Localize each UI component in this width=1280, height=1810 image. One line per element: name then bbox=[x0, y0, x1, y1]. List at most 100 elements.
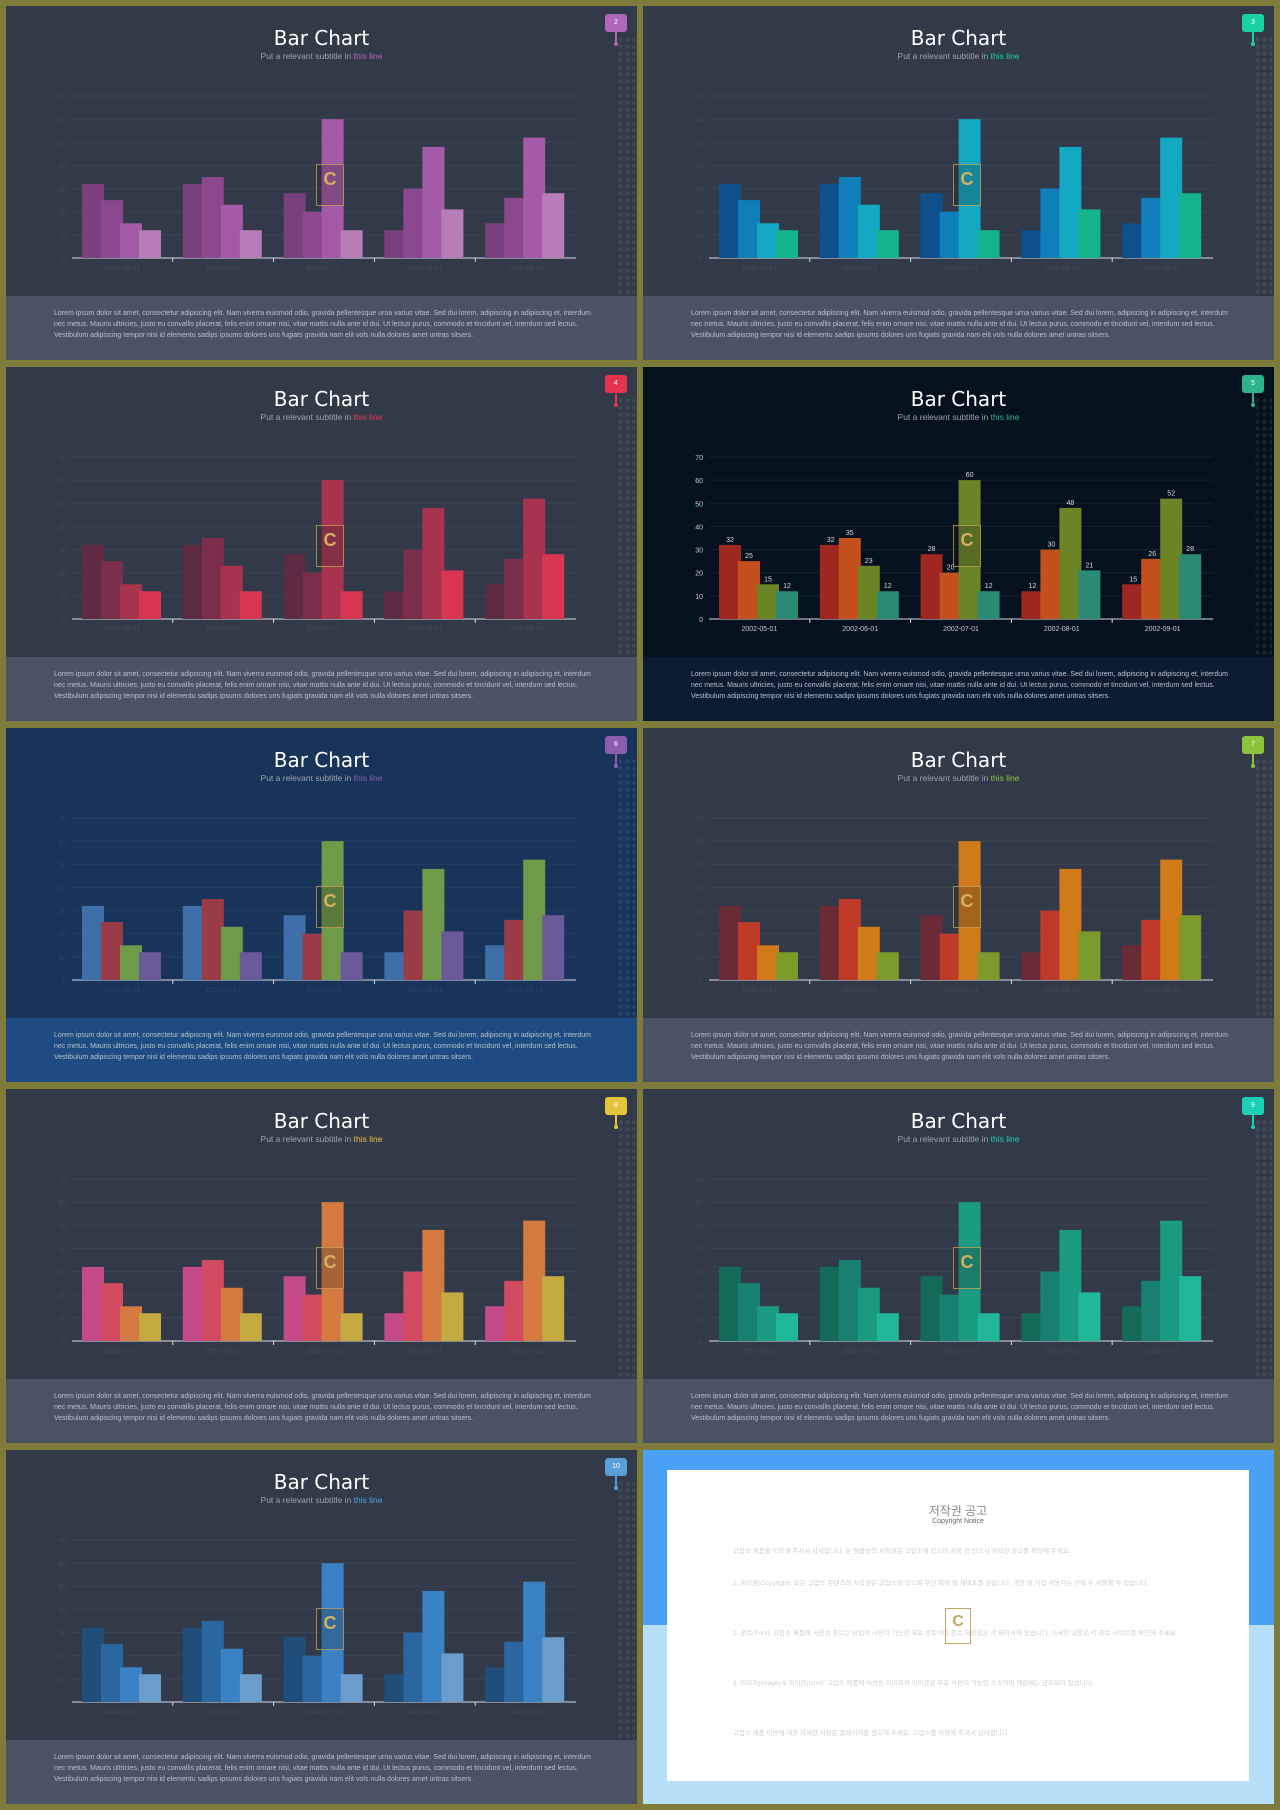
bar bbox=[504, 1641, 527, 1702]
bar bbox=[283, 554, 306, 619]
x-tick-label: 2002-07-01 bbox=[943, 1348, 979, 1355]
y-tick-label: 40 bbox=[58, 1246, 66, 1253]
badge-dot bbox=[1251, 1125, 1255, 1129]
bar bbox=[182, 544, 205, 619]
y-tick-label: 20 bbox=[695, 210, 703, 217]
subtitle-highlight: this line bbox=[353, 412, 383, 422]
x-tick-label: 2002-07-01 bbox=[306, 1348, 342, 1355]
bar bbox=[101, 1644, 123, 1702]
bar bbox=[139, 1313, 161, 1341]
y-tick-label: 40 bbox=[58, 885, 66, 892]
bar bbox=[1078, 1292, 1101, 1341]
bar bbox=[523, 1220, 546, 1341]
bar bbox=[1040, 1271, 1063, 1341]
bar bbox=[1179, 915, 1202, 980]
data-label: 15 bbox=[1129, 576, 1137, 583]
subtitle-highlight: this line bbox=[990, 773, 1020, 783]
copyright-card: 저작권 공고 Copyright Notice 고맙소 제품을 이용해 주셔서 감사… bbox=[667, 1470, 1249, 1781]
bar bbox=[321, 119, 344, 259]
y-tick-label: 30 bbox=[695, 1270, 703, 1277]
badge-stem bbox=[615, 393, 617, 403]
badge-stem bbox=[1252, 1115, 1254, 1125]
y-tick-label: 0 bbox=[699, 256, 703, 263]
page-number-badge: 5 bbox=[1242, 375, 1264, 393]
bar bbox=[403, 188, 426, 258]
bar bbox=[239, 952, 262, 980]
bar bbox=[422, 1229, 445, 1341]
y-tick-label: 30 bbox=[58, 548, 66, 555]
x-tick-label: 2002-08-01 bbox=[1044, 265, 1080, 272]
y-tick-label: 10 bbox=[58, 955, 66, 962]
page-number-badge: 10 bbox=[605, 1458, 627, 1476]
x-tick-label: 2002-07-01 bbox=[306, 265, 342, 272]
subtitle-highlight: this line bbox=[353, 1495, 383, 1505]
data-label: 25 bbox=[745, 553, 753, 560]
subtitle-text: Put a relevant subtitle in bbox=[260, 1134, 354, 1144]
page-number-badge: 3 bbox=[1242, 14, 1264, 32]
y-tick-label: 50 bbox=[695, 501, 703, 508]
x-tick-label: 2002-06-01 bbox=[205, 987, 241, 994]
y-tick-label: 30 bbox=[695, 909, 703, 916]
bar bbox=[182, 1266, 205, 1341]
bar bbox=[738, 561, 760, 619]
bar bbox=[1122, 223, 1145, 258]
bar bbox=[819, 905, 842, 980]
y-tick-label: 20 bbox=[58, 571, 66, 578]
bar bbox=[1179, 193, 1202, 258]
x-tick-label: 2002-09-01 bbox=[1145, 987, 1181, 994]
bar bbox=[201, 899, 224, 980]
bar bbox=[504, 197, 527, 258]
bar bbox=[441, 931, 464, 980]
bar bbox=[857, 565, 880, 619]
bar bbox=[120, 223, 142, 258]
y-tick-label: 10 bbox=[695, 1316, 703, 1323]
bar bbox=[876, 591, 899, 619]
bar bbox=[321, 841, 344, 980]
slide-subtitle: Put a relevant subtitle in this line bbox=[643, 51, 1274, 61]
footer-text: Lorem ipsum dolor sit amet, consectetur … bbox=[691, 1032, 1228, 1061]
x-tick-label: 2002-05-01 bbox=[104, 626, 140, 633]
page-number-badge: 9 bbox=[1242, 1097, 1264, 1115]
footer-text: Lorem ipsum dolor sit amet, consectetur … bbox=[54, 1032, 591, 1061]
y-tick-label: 70 bbox=[58, 816, 66, 823]
bar bbox=[958, 480, 981, 619]
bar bbox=[977, 230, 1000, 258]
bar bbox=[321, 480, 344, 619]
slide-title: Bar Chart bbox=[910, 748, 1007, 772]
x-tick-label: 2002-06-01 bbox=[205, 1348, 241, 1355]
bar bbox=[1179, 554, 1202, 619]
bar bbox=[1122, 945, 1145, 980]
y-tick-label: 50 bbox=[58, 1223, 66, 1230]
y-tick-label: 40 bbox=[695, 524, 703, 531]
bar bbox=[958, 1202, 981, 1341]
bar bbox=[958, 841, 981, 980]
x-tick-label: 2002-07-01 bbox=[306, 987, 342, 994]
bar bbox=[283, 915, 306, 980]
bar-chart: 0 10 20 30 40 50 60 70 2002-05-01 2002-06-01 2002-… bbox=[58, 455, 576, 633]
bar bbox=[82, 905, 104, 980]
bar bbox=[1160, 137, 1183, 258]
bar bbox=[1021, 230, 1044, 258]
y-tick-label: 20 bbox=[58, 210, 66, 217]
copyright-subtitle: Copyright Notice bbox=[932, 1518, 984, 1525]
bar bbox=[719, 1266, 741, 1341]
slide-title: Bar Chart bbox=[910, 26, 1007, 50]
bar bbox=[340, 591, 363, 619]
bar bbox=[1160, 859, 1183, 980]
bar bbox=[542, 193, 565, 258]
bar bbox=[182, 1627, 205, 1702]
footer-text: Lorem ipsum dolor sit amet, consectetur … bbox=[691, 310, 1228, 339]
bar bbox=[542, 1637, 565, 1702]
x-tick-label: 2002-08-01 bbox=[407, 1709, 443, 1716]
slide-footer: Lorem ipsum dolor sit amet, consectetur … bbox=[6, 1379, 637, 1443]
bar bbox=[504, 558, 527, 619]
y-tick-label: 50 bbox=[58, 862, 66, 869]
bar bbox=[1141, 197, 1164, 258]
bar bbox=[838, 538, 861, 619]
y-tick-label: 40 bbox=[58, 163, 66, 170]
slide-subtitle: Put a relevant subtitle in this line bbox=[6, 1134, 637, 1144]
bar bbox=[182, 905, 205, 980]
bar bbox=[757, 223, 779, 258]
y-tick-label: 0 bbox=[62, 256, 66, 263]
bar bbox=[441, 570, 464, 619]
